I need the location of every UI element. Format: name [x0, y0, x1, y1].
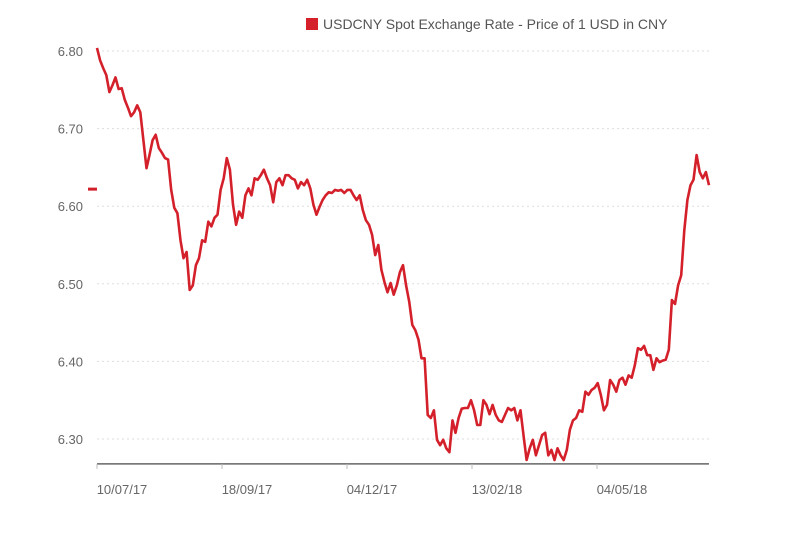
x-tick-label: 13/02/18	[472, 482, 523, 497]
series-line-usdcny	[95, 47, 711, 462]
legend: USDCNY Spot Exchange Rate - Price of 1 U…	[306, 16, 668, 32]
x-axis: 10/07/17 18/09/17 04/12/17 13/02/18 04/05/18	[96, 463, 709, 497]
y-axis: 6.80 6.70 6.60 6.50 6.40 6.30	[58, 44, 83, 447]
y-tick-label: 6.60	[58, 199, 83, 214]
x-tick-label: 18/09/17	[222, 482, 273, 497]
y-tick-label: 6.80	[58, 44, 83, 59]
x-tick-label: 10/07/17	[97, 482, 148, 497]
legend-label: USDCNY Spot Exchange Rate - Price of 1 U…	[323, 16, 668, 32]
y-tick-label: 6.30	[58, 432, 83, 447]
y-tick-label: 6.40	[58, 354, 83, 369]
y-tick-label: 6.70	[58, 122, 83, 137]
y-tick-label: 6.50	[58, 277, 83, 292]
gridlines	[97, 50, 709, 440]
current-value-marker	[88, 187, 97, 191]
legend-swatch	[306, 18, 318, 30]
x-tick-label: 04/05/18	[597, 482, 648, 497]
x-tick-label: 04/12/17	[347, 482, 398, 497]
